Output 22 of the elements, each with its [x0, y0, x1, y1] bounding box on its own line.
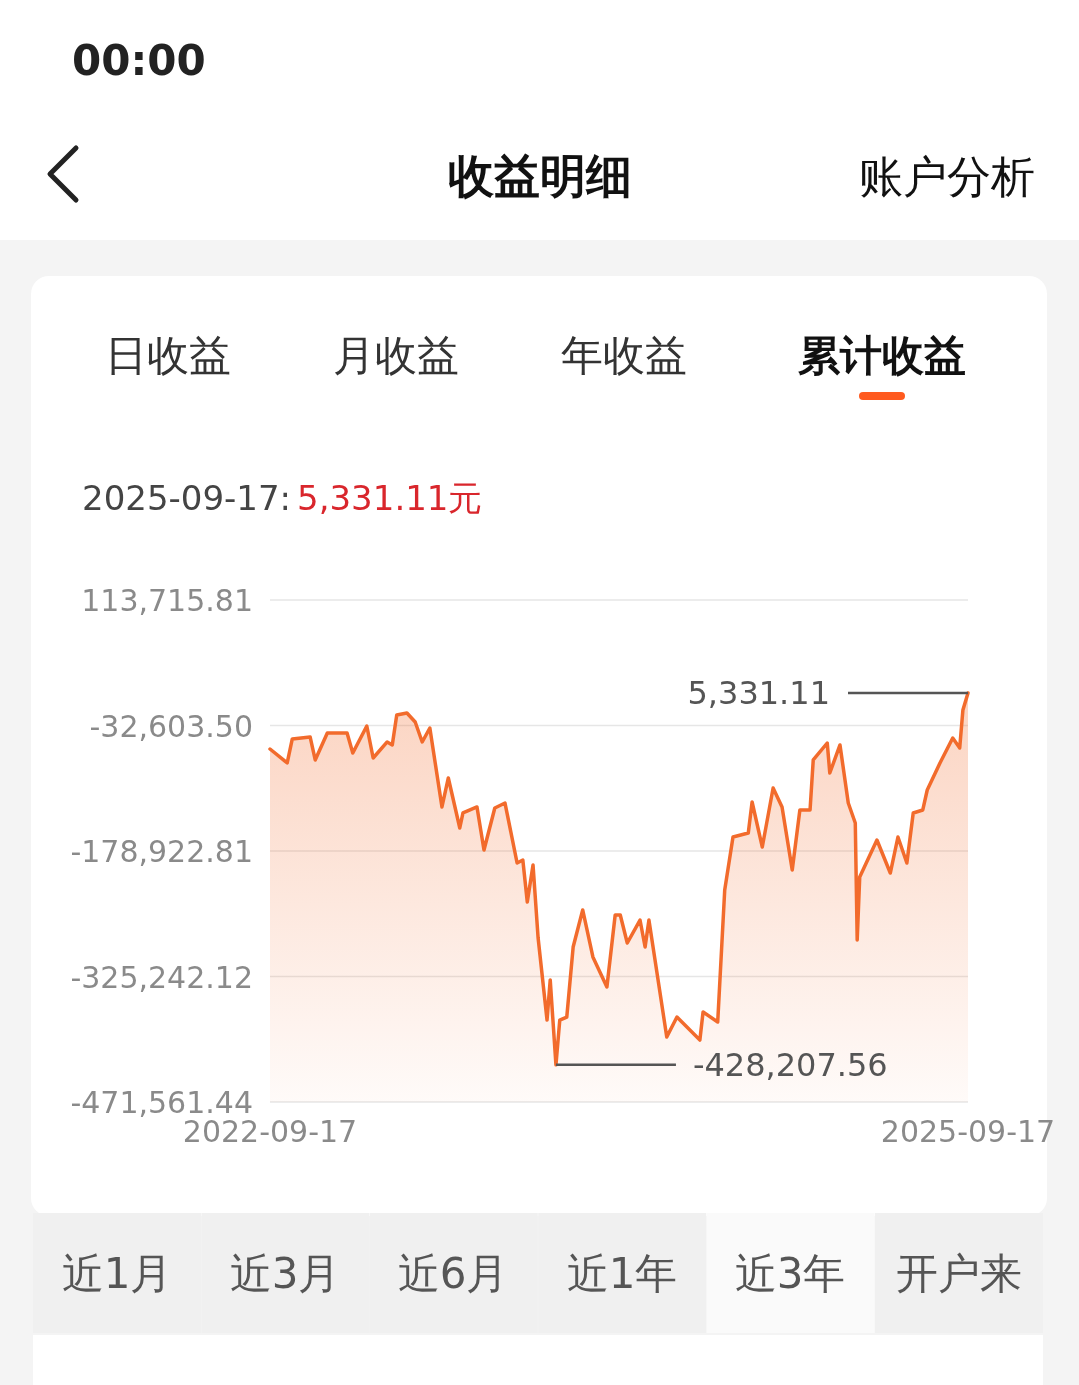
text: 近3月: [229, 1249, 341, 1298]
text: 账户分析: [859, 151, 1035, 202]
y-tick-label: -32,603.50: [89, 708, 253, 744]
y-tick-label: -325,242.12: [70, 959, 253, 995]
annotation: -428,207.56: [692, 1045, 888, 1084]
text: 近1年: [566, 1249, 678, 1298]
text: 年收益: [561, 331, 687, 380]
annotation: 5,331.11: [687, 673, 830, 712]
text: 累计收益: [798, 331, 966, 380]
text: 近3年: [734, 1249, 846, 1298]
text: 开户来: [896, 1249, 1022, 1298]
y-tick-label: -178,922.81: [70, 834, 253, 869]
x-tick-label: 2025-09-17: [880, 1114, 1056, 1149]
text: 近6月: [397, 1249, 509, 1298]
text: 日收益: [105, 331, 231, 380]
chart-title: 2025-09-17:: [82, 478, 292, 518]
chart-subtitle: 5,331.11元: [297, 478, 483, 518]
text: 收益明细: [448, 149, 632, 203]
text: 00:00: [72, 36, 206, 85]
y-tick-label: 113,715.81: [81, 583, 253, 618]
text: 月收益: [333, 331, 459, 380]
text: 近1月: [61, 1249, 173, 1298]
